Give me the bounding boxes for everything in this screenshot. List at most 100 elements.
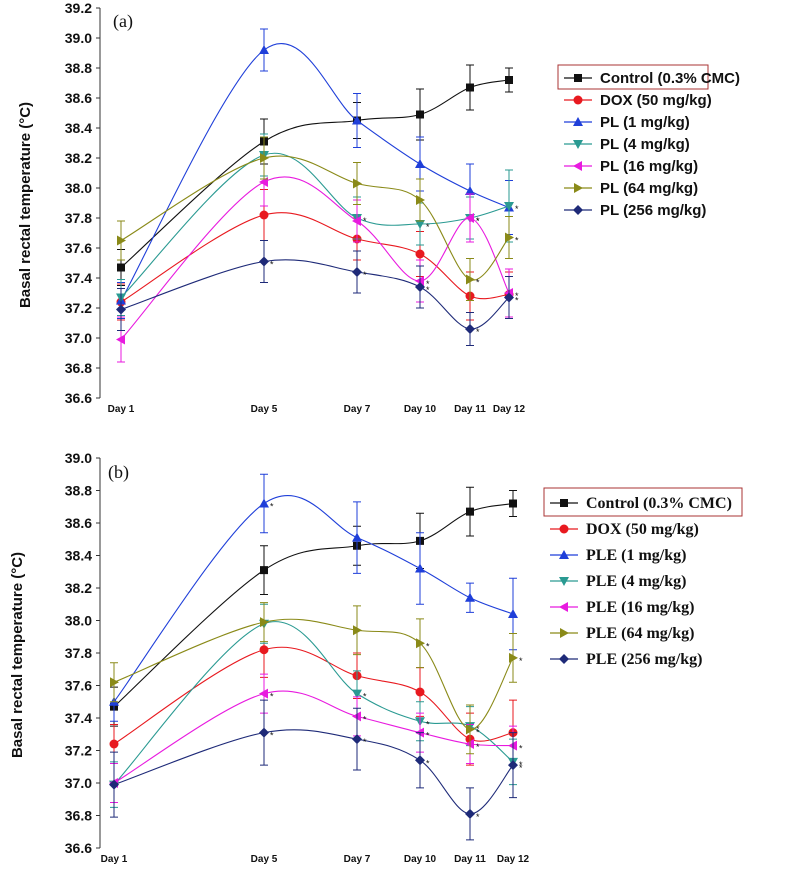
data-point	[352, 734, 362, 745]
y-tick-label: 38.2	[65, 580, 92, 596]
data-point	[466, 274, 475, 285]
legend-highlight-box	[543, 487, 743, 517]
y-tick-label: 36.8	[65, 808, 92, 824]
data-point	[260, 566, 268, 575]
significance-star: *	[426, 758, 430, 768]
significance-star: *	[426, 731, 430, 741]
panel-label: (a)	[113, 11, 133, 32]
y-tick-label: 37.2	[65, 300, 92, 316]
series-line	[113, 618, 514, 730]
data-point	[466, 724, 475, 735]
data-point	[259, 256, 269, 267]
data-point	[416, 195, 425, 205]
y-tick-label: 38.4	[65, 548, 92, 564]
significance-star: *	[270, 260, 274, 270]
data-point	[509, 652, 518, 663]
data-point	[109, 739, 119, 749]
data-point	[415, 755, 425, 766]
series-3: * * * *	[109, 603, 523, 808]
data-point	[416, 638, 425, 649]
data-point	[508, 609, 518, 618]
legend-marker	[573, 161, 582, 171]
y-tick-label: 37.6	[65, 240, 92, 256]
significance-star: *	[476, 327, 480, 337]
legend-item: PLE (256 mg/kg)	[550, 651, 702, 668]
legend-marker	[573, 95, 583, 105]
data-point	[260, 617, 269, 628]
series-1	[116, 189, 514, 321]
data-point	[259, 645, 269, 655]
significance-star: *	[426, 279, 430, 289]
x-tick-label: Day 1	[108, 404, 135, 415]
data-point	[465, 324, 475, 334]
legend-label: PLE (4 mg/kg)	[586, 573, 686, 590]
x-tick-label: Day 11	[454, 854, 486, 865]
y-tick-label: 37.4	[65, 710, 92, 726]
significance-star: *	[476, 216, 480, 226]
significance-star: *	[515, 236, 519, 246]
significance-star: *	[426, 285, 430, 295]
series-line	[120, 259, 510, 330]
data-point	[117, 263, 125, 272]
data-point	[415, 159, 425, 168]
significance-star: *	[270, 692, 274, 702]
data-point	[116, 304, 126, 315]
legend-marker	[560, 628, 569, 638]
data-point	[110, 677, 119, 688]
x-tick-label: Day 7	[344, 854, 371, 865]
significance-star: *	[476, 278, 480, 288]
significance-star: *	[515, 204, 519, 214]
significance-star: *	[476, 216, 480, 226]
data-point	[504, 292, 514, 303]
y-tick-label: 37.4	[65, 270, 92, 286]
data-point	[415, 220, 425, 229]
data-point	[259, 688, 268, 699]
y-tick-label: 36.6	[65, 390, 92, 406]
legend-item: PL (64 mg/kg)	[564, 180, 698, 197]
x-tick-label: Day 12	[493, 404, 526, 415]
legend-marker	[573, 205, 583, 215]
significance-star: *	[476, 727, 480, 737]
legend-marker	[574, 74, 582, 82]
legend-marker	[560, 499, 568, 507]
data-point	[505, 76, 513, 84]
series-4: ***	[116, 157, 519, 363]
legend-label: Control (0.3% CMC)	[586, 495, 732, 512]
series-2: *	[109, 473, 518, 722]
data-point	[109, 779, 119, 790]
y-axis-title: Basal rectal temperature (°C)	[9, 552, 26, 758]
y-tick-label: 38.4	[65, 120, 92, 136]
data-point	[352, 115, 362, 125]
legend-item: DOX (50 mg/kg)	[550, 521, 699, 538]
significance-star: *	[476, 742, 480, 752]
y-tick-label: 39.0	[65, 450, 92, 466]
legend-label: PL (16 mg/kg)	[600, 158, 698, 175]
series-2	[116, 28, 514, 319]
data-point	[465, 213, 474, 223]
legend-item: PLE (1 mg/kg)	[550, 547, 686, 564]
y-tick-label: 36.6	[65, 840, 92, 856]
legend-label: PLE (256 mg/kg)	[586, 651, 702, 668]
series-line	[113, 502, 514, 708]
significance-star: *	[519, 760, 523, 770]
data-point	[505, 232, 514, 243]
data-point	[466, 507, 474, 516]
y-tick-label: 38.6	[65, 515, 92, 531]
y-tick-label: 38.8	[65, 60, 92, 76]
legend-label: DOX (50 mg/kg)	[600, 92, 712, 109]
y-tick-label: 37.0	[65, 775, 92, 791]
data-point	[509, 499, 517, 508]
legend: Control (0.3% CMC) DOX (50 mg/kg) PLE (1 m…	[543, 487, 743, 668]
y-tick-label: 39.2	[65, 0, 92, 16]
significance-star: *	[363, 692, 367, 702]
y-tick-label: 37.6	[65, 678, 92, 694]
data-point	[117, 235, 126, 246]
significance-star: *	[519, 656, 523, 666]
data-point	[353, 178, 362, 189]
series-0	[110, 486, 517, 727]
x-tick-label: Day 10	[404, 404, 437, 415]
legend-label: Control (0.3% CMC)	[600, 70, 740, 87]
x-tick-label: Day 5	[251, 404, 278, 415]
significance-star: *	[270, 731, 274, 741]
